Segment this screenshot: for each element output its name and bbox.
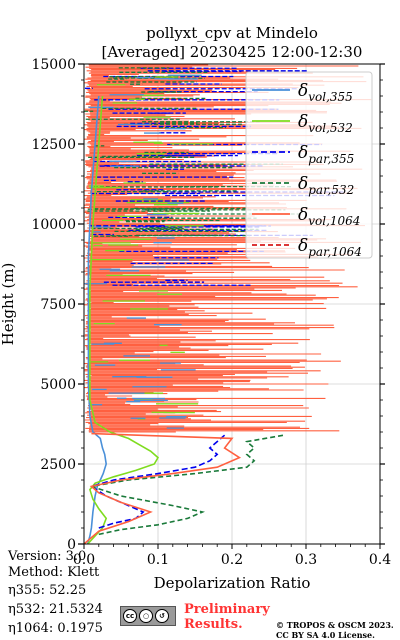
preliminary-notice: Preliminary Results. [184, 602, 270, 632]
y-axis-title: Height (m) [0, 263, 17, 346]
x-tick-label: 0.0 [73, 552, 95, 568]
sa-icon: ↺ [155, 609, 169, 623]
legend-label: δvol,355 [298, 81, 353, 104]
legend: δvol,355 δvol,532 δpar,355 δpar,532 δvol,106… [245, 71, 373, 259]
cc-license-badge: cc ○ ↺ [120, 606, 176, 626]
x-tick-label: 0.1 [147, 552, 169, 568]
series-layer [83, 95, 284, 545]
version-label: Version: 3.0 [8, 549, 87, 564]
y-tick-label: 7500 [40, 297, 76, 313]
series-line-par-355 [89, 434, 226, 529]
series-line-par-532 [91, 434, 284, 536]
legend-label: δvol,1064 [298, 205, 360, 228]
legend-label: δpar,1064 [298, 236, 362, 259]
preliminary-line2: Results. [184, 617, 243, 632]
copyright-line2: CC BY SA 4.0 License. [276, 630, 375, 640]
eta532-label: η532: 21.5324 [8, 602, 103, 617]
eta355-label: η355: 52.25 [8, 583, 87, 598]
series-line-vol-355 [86, 95, 108, 545]
cc-icon: cc [123, 609, 137, 623]
copyright-notice: © TROPOS & OSCM 2023. CC BY SA 4.0 Licen… [276, 620, 394, 640]
legend-label: δpar,532 [298, 174, 354, 197]
y-tick-label: 2500 [40, 457, 76, 473]
copyright-line1: © TROPOS & OSCM 2023. [276, 620, 394, 630]
y-tick-label: 0 [67, 537, 76, 553]
y-tick-label: 5000 [40, 377, 76, 393]
eta1064-label: η1064: 0.1975 [8, 621, 103, 636]
legend-box [245, 71, 373, 259]
method-label: Method: Klett [8, 565, 100, 580]
series-line-vol-1064 [83, 432, 242, 545]
preliminary-line1: Preliminary [184, 602, 270, 617]
chart-title-line2: [Averaged] 20230425 12:00-12:30 [102, 43, 363, 61]
x-tick-label: 0.3 [295, 552, 317, 568]
x-tick-label: 0.2 [221, 552, 243, 568]
axis-layer: 0.0 0.1 0.2 0.3 0.4 0 2500 5000 7500 10000 12500 15… [31, 57, 391, 568]
chart-title-line1: pollyxt_cpv at Mindelo [146, 24, 318, 42]
x-axis-title: Depolarization Ratio [154, 574, 311, 592]
y-tick-label: 10000 [31, 217, 76, 233]
y-tick-label: 15000 [31, 57, 76, 73]
y-tick-label: 12500 [31, 137, 76, 153]
by-icon: ○ [139, 609, 153, 623]
legend-label: δpar,355 [298, 143, 354, 166]
legend-label: δvol,532 [298, 112, 353, 135]
series-line-vol-532 [87, 95, 160, 545]
x-tick-label: 0.4 [369, 552, 391, 568]
